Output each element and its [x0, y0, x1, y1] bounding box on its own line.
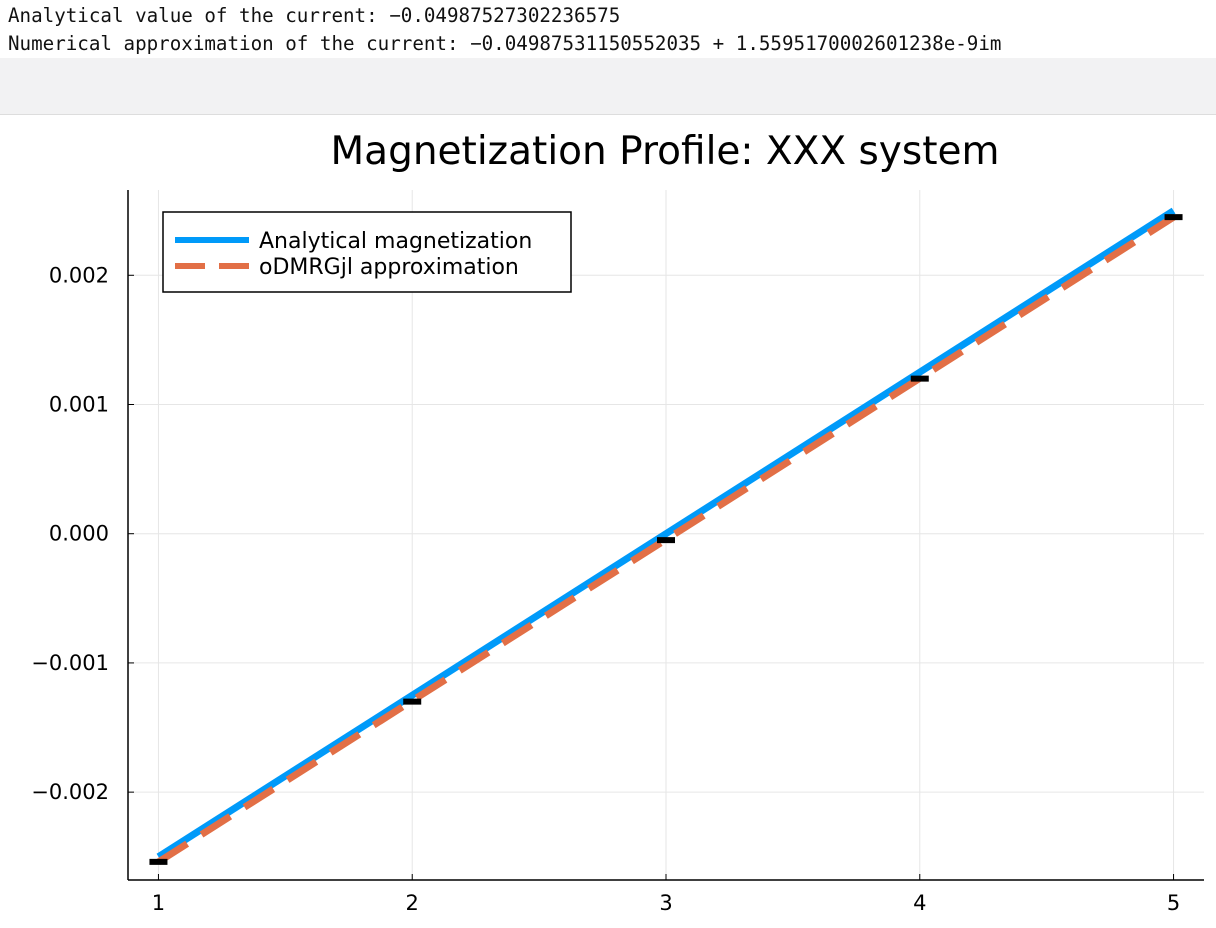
- y-tick-label: −0.002: [31, 780, 109, 804]
- marker-layer: [149, 214, 1183, 865]
- y-tick-label: 0.000: [49, 522, 109, 546]
- series-line-1: [156, 207, 1176, 860]
- y-tick-label: 0.002: [49, 263, 109, 287]
- y-tick-label: −0.001: [31, 651, 109, 675]
- notebook-cell-bar: [0, 58, 1216, 115]
- x-tick-label: 3: [659, 891, 672, 915]
- console-output: Analytical value of the current: −0.0498…: [0, 0, 1216, 58]
- x-tick-label: 5: [1167, 891, 1180, 915]
- axes-layer: 1 2 3 4 5 −0.002 −0.001 0.000 0.001 0.002: [31, 190, 1204, 915]
- console-line-numerical: Numerical approximation of the current: …: [8, 32, 1002, 55]
- grid-layer: [128, 190, 1204, 880]
- legend-label-1: Analytical magnetization: [259, 229, 532, 254]
- x-tick-label: 2: [406, 891, 419, 915]
- chart-title: Magnetization Profile: XXX system: [331, 129, 1000, 174]
- x-tick-label: 4: [913, 891, 926, 915]
- x-tick-label: 1: [152, 891, 165, 915]
- legend-box: [162, 211, 572, 293]
- legend-label-2: oDMRGjl approximation: [259, 255, 519, 280]
- magnetization-chart: 1 2 3 4 5 −0.002 −0.001 0.000 0.001 0.002 Analyti…: [31, 129, 1204, 915]
- y-tick-label: 0.001: [49, 392, 109, 416]
- console-line-analytical: Analytical value of the current: −0.0498…: [8, 4, 621, 27]
- series-line-2: [156, 214, 1176, 865]
- series-layer: [156, 207, 1176, 865]
